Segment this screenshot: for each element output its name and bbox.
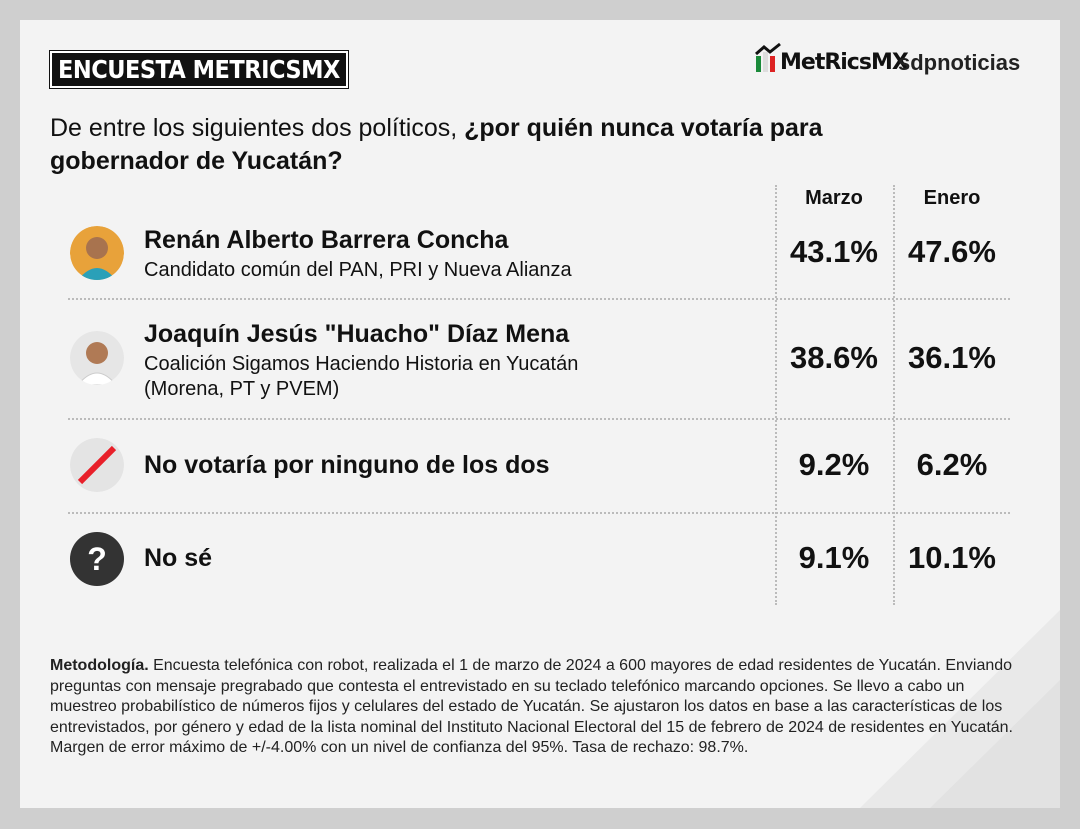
candidate-description: Candidato común del PAN, PRI y Nueva Ali… [144,259,572,281]
question: De entre los siguientes dos políticos, ¿… [50,112,870,178]
column-divider [893,185,895,605]
candidate-name: Renán Alberto Barrera Concha [144,226,509,254]
row-divider [68,418,1010,420]
card: ENCUESTA METRICSMX MetRicsMX sdpnoticias… [20,20,1060,808]
value: 43.1% [790,234,878,269]
question-intro: De entre los siguientes dos políticos, [50,114,465,142]
column-divider [775,185,777,605]
avatar [70,226,124,280]
logo-metricsmx: MetRicsMX [780,50,909,75]
value: 6.2% [916,447,988,482]
unknown-icon: ? [70,532,124,586]
candidate-name: Joaquín Jesús "Huacho" Díaz Mena [144,320,570,348]
methodology-text: Encuesta telefónica con robot, realizada… [50,657,1013,756]
column-header: Marzo [805,187,863,209]
option-name: No votaría por ninguno de los dos [144,451,550,479]
logo-sdpnoticias: sdpnoticias [898,50,1021,75]
candidate-description: Coalición Sigamos Haciendo Historia en Y… [144,353,579,400]
corner-decoration [860,610,1060,808]
row-divider [68,298,1010,300]
question-emphasis: ¿por quién nunca votaría para gobernador… [50,114,823,175]
column-header: Enero [923,187,981,209]
value: 10.1% [908,540,996,575]
avatar [70,331,124,385]
row-divider [68,512,1010,514]
value: 9.1% [798,540,870,575]
option-name: No sé [144,544,213,572]
methodology-label: Metodología. [50,657,149,674]
methodology: Metodología. Encuesta telefónica con rob… [50,656,1020,759]
value: 38.6% [790,340,878,375]
badge: ENCUESTA METRICSMX [49,50,349,89]
none-icon [70,438,124,492]
value: 36.1% [908,340,996,375]
value: 9.2% [798,447,870,482]
logo-icon [755,42,781,72]
value: 47.6% [908,234,996,269]
